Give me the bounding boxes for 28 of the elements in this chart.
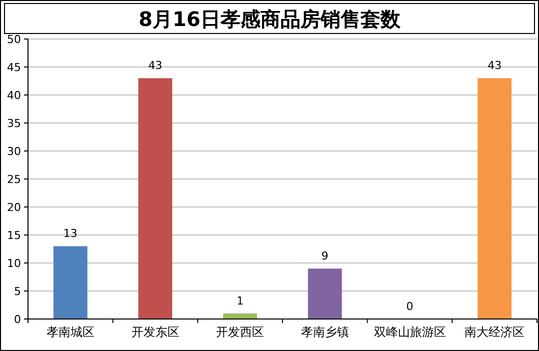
bar <box>308 268 342 319</box>
x-tick-label: 开发西区 <box>216 325 264 339</box>
y-tick-label: 15 <box>7 229 21 242</box>
y-tick-label: 25 <box>7 173 21 186</box>
x-tick-label: 南大经济区 <box>464 325 525 339</box>
y-tick-label: 40 <box>7 89 21 102</box>
y-tick-label: 50 <box>7 33 21 46</box>
data-label: 43 <box>148 59 162 72</box>
y-tick-label: 0 <box>14 313 21 326</box>
bar <box>138 78 172 319</box>
data-label: 0 <box>406 300 414 313</box>
y-tick-label: 35 <box>7 117 21 130</box>
x-tick-label: 开发东区 <box>131 325 180 339</box>
y-tick-label: 20 <box>7 201 21 214</box>
data-label: 9 <box>321 250 328 263</box>
bar <box>53 246 88 319</box>
bar <box>478 78 512 319</box>
chart-title: 8月16日孝感商品房销售套数 <box>138 7 402 31</box>
data-label: 13 <box>63 227 78 240</box>
x-tick-label: 孝南乡镇 <box>300 325 349 339</box>
data-label: 43 <box>488 59 502 72</box>
y-tick-label: 10 <box>7 257 21 270</box>
x-tick-label: 孝南城区 <box>46 325 94 339</box>
x-tick-label: 双峰山旅游区 <box>374 325 446 339</box>
y-tick-label: 45 <box>7 61 21 74</box>
data-label: 1 <box>236 294 244 308</box>
y-tick-label: 5 <box>14 285 21 298</box>
y-tick-label: 30 <box>7 145 21 158</box>
